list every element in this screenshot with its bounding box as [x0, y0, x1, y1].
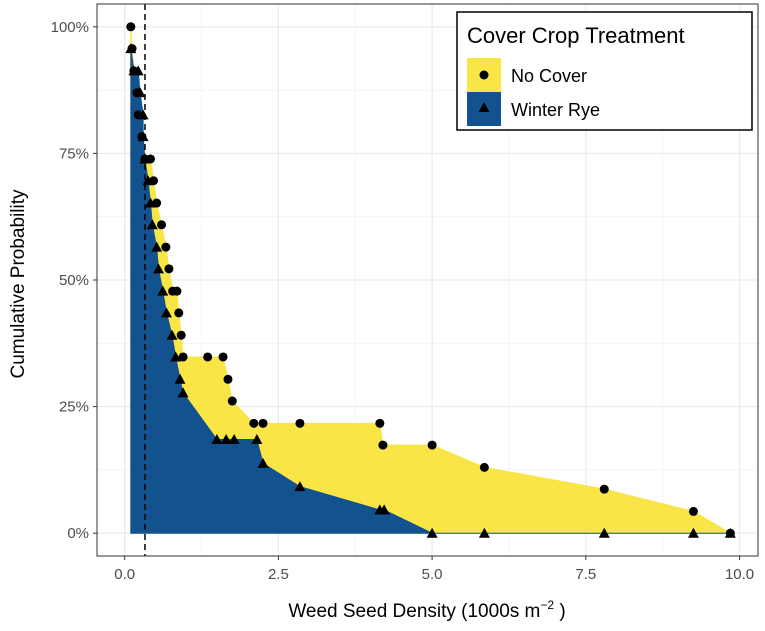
point-winter-rye — [152, 263, 164, 274]
point-winter-rye — [687, 527, 699, 538]
point-winter-rye — [426, 527, 438, 538]
point-no-cover — [249, 418, 259, 428]
point-winter-rye — [146, 219, 158, 230]
x-tick-label: 0.0 — [114, 566, 135, 583]
point-winter-rye — [211, 434, 223, 445]
legend: Cover Crop Treatment No Cover Winter Rye — [456, 11, 753, 131]
y-axis-title: Cumulative Probability — [8, 189, 29, 379]
x-axis-title: Weed Seed Density (1000s m−2 ) — [288, 598, 565, 622]
point-no-cover — [178, 352, 188, 362]
point-no-cover — [378, 440, 388, 450]
point-no-cover — [599, 484, 609, 494]
point-winter-rye — [137, 109, 149, 120]
legend-title: Cover Crop Treatment — [467, 23, 685, 48]
point-winter-rye — [724, 527, 736, 538]
point-winter-rye — [134, 87, 146, 98]
point-winter-rye — [257, 457, 269, 468]
point-winter-rye — [157, 285, 169, 296]
point-winter-rye — [166, 329, 178, 340]
marker-layer — [125, 22, 736, 538]
point-winter-rye — [220, 434, 232, 445]
point-no-cover — [218, 352, 228, 362]
point-winter-rye — [139, 153, 151, 164]
point-winter-rye — [137, 131, 149, 142]
point-winter-rye — [132, 65, 144, 76]
point-no-cover — [126, 22, 136, 32]
point-winter-rye — [125, 43, 137, 54]
point-no-cover — [172, 286, 182, 296]
point-winter-rye — [160, 307, 172, 318]
point-winter-rye — [177, 387, 189, 398]
point-winter-rye — [151, 241, 163, 252]
y-tick-label: 0% — [67, 525, 89, 542]
point-no-cover — [161, 242, 171, 252]
x-axis-ticks: 0.0 2.5 5.0 7.5 10.0 — [114, 556, 754, 583]
x-tick-label: 7.5 — [575, 566, 596, 583]
point-no-cover — [479, 462, 489, 472]
point-no-cover — [164, 264, 174, 274]
point-no-cover — [203, 352, 213, 362]
point-winter-rye — [294, 481, 306, 492]
point-winter-rye — [228, 434, 240, 445]
point-no-cover — [176, 330, 186, 340]
point-no-cover — [427, 440, 437, 450]
point-no-cover — [157, 220, 167, 230]
point-winter-rye — [378, 504, 390, 515]
point-winter-rye — [170, 351, 182, 362]
point-no-cover — [375, 418, 385, 428]
point-no-cover — [174, 308, 184, 318]
x-tick-label: 2.5 — [268, 566, 289, 583]
point-winter-rye — [598, 527, 610, 538]
y-axis-ticks: 0% 25% 50% 75% 100% — [51, 19, 97, 542]
y-tick-label: 50% — [59, 272, 89, 289]
x-tick-label: 5.0 — [422, 566, 443, 583]
legend-label-winter-rye: Winter Rye — [511, 100, 600, 120]
point-no-cover — [227, 396, 237, 406]
legend-label-no-cover: No Cover — [511, 66, 587, 86]
point-no-cover — [688, 506, 698, 516]
point-winter-rye — [144, 197, 156, 208]
legend-circle-marker — [479, 70, 489, 80]
legend-box — [456, 11, 753, 131]
legend-triangle-marker — [478, 102, 490, 112]
point-no-cover — [258, 418, 268, 428]
point-winter-rye — [142, 175, 154, 186]
y-tick-label: 25% — [59, 399, 89, 416]
y-tick-label: 75% — [59, 145, 89, 162]
point-no-cover — [295, 418, 305, 428]
x-tick-label: 10.0 — [725, 566, 754, 583]
point-winter-rye — [174, 373, 186, 384]
point-winter-rye — [251, 434, 263, 445]
point-no-cover — [223, 374, 233, 384]
y-tick-label: 100% — [51, 19, 89, 36]
point-winter-rye — [478, 527, 490, 538]
